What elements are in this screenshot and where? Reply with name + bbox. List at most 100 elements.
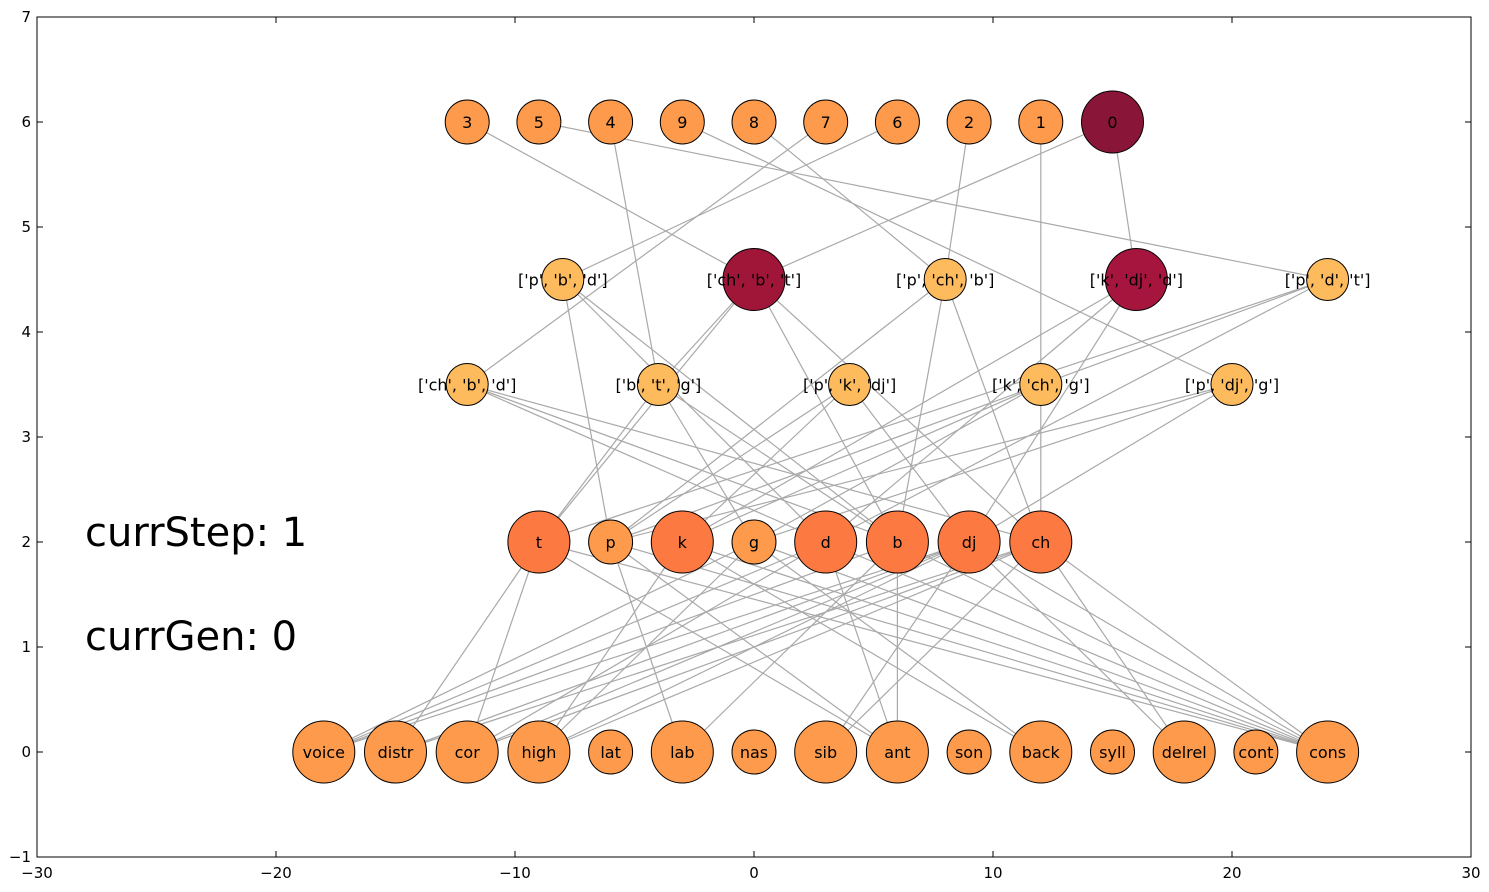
edge-h2d-pk [681, 278, 1137, 543]
node-label-out8: 8 [749, 113, 759, 132]
edge-h2e-pp [610, 278, 1328, 543]
edge-pdj-fdistr [395, 541, 970, 753]
edge-h1b-pg [657, 384, 755, 543]
edge-pd-fant [825, 541, 898, 753]
node-label-out4: 4 [606, 113, 616, 132]
node-h1a [445, 363, 489, 406]
edge-out3-h2b [466, 121, 755, 281]
edge-pg-fvoice [323, 541, 755, 753]
node-label-out7: 7 [821, 113, 831, 132]
node-label-pk: k [678, 533, 688, 552]
y-tick-label: 2 [21, 533, 31, 551]
node-out3 [444, 99, 490, 145]
x-tick-label: −10 [499, 864, 531, 882]
node-fhigh [507, 720, 571, 784]
edge-pch-fdistr [395, 541, 1041, 753]
edge-h2d-pdj [968, 279, 1137, 543]
node-fnas [731, 729, 777, 775]
node-fcont [1233, 729, 1279, 775]
node-h2e [1306, 258, 1350, 301]
edge-out9-h1e [682, 121, 1233, 386]
node-label-fhigh: high [521, 743, 556, 762]
node-pp [588, 519, 634, 565]
edge-h1b-pt [538, 384, 659, 543]
y-tick-label: 5 [21, 218, 31, 236]
node-fson [946, 729, 992, 775]
edge-pch-fsib [825, 541, 1042, 753]
edge-out8-h2c [753, 121, 946, 280]
node-fcor [435, 720, 499, 784]
edge-h1c-pk [681, 384, 851, 543]
edge-h1c-pp [610, 383, 850, 543]
edge-h1d-pk [682, 383, 1042, 543]
node-out2 [946, 99, 992, 145]
edge-h1c-pdj [849, 384, 970, 543]
edge-pdj-fcons [968, 541, 1328, 753]
edge-pch-fdelrel [1040, 541, 1185, 753]
node-out6 [874, 99, 920, 145]
edge-pg-fcons [753, 541, 1328, 753]
node-out5 [516, 99, 562, 145]
node-label-fant: ant [884, 743, 910, 762]
node-label-out2: 2 [964, 113, 974, 132]
edge-h2e-pd [825, 278, 1328, 543]
node-fcons [1296, 720, 1360, 784]
x-tick-label: 0 [749, 864, 759, 882]
node-label-fcont: cont [1238, 743, 1273, 762]
node-label-pp: p [606, 533, 616, 552]
edge-h2b-pt [538, 279, 755, 543]
node-h1d [1019, 363, 1063, 406]
edge-h1e-pp [610, 383, 1233, 543]
node-label-fcons: cons [1309, 743, 1346, 762]
node-label-pd: d [821, 533, 831, 552]
node-label-out9: 9 [677, 113, 687, 132]
node-fdelrel [1152, 720, 1216, 784]
node-h1c [828, 363, 872, 406]
edge-h2c-pb [896, 279, 946, 543]
edges-layer [323, 121, 1328, 753]
y-tick-label: 1 [21, 638, 31, 656]
node-pch [1009, 510, 1073, 574]
node-h2c [923, 258, 967, 301]
edge-out0-h2b [753, 121, 1113, 281]
node-out4 [588, 99, 634, 145]
node-out7 [803, 99, 849, 145]
x-tick-label: −20 [260, 864, 292, 882]
node-out9 [659, 99, 705, 145]
edge-pdj-fvoice [323, 541, 970, 753]
x-tick-label: −30 [21, 864, 53, 882]
edge-h1a-pch [467, 383, 1041, 543]
node-h2a [541, 258, 585, 301]
edge-pd-fvoice [323, 541, 826, 753]
node-label-pdj: dj [962, 533, 977, 552]
node-label-out3: 3 [462, 113, 472, 132]
node-h2b [722, 248, 786, 311]
node-fsyll [1090, 729, 1135, 775]
node-label-pb: b [892, 533, 902, 552]
edge-h1e-pdj [968, 383, 1233, 543]
node-label-h2c: ['p', 'ch', 'b'] [896, 271, 994, 290]
node-label-h1b: ['b', 't', 'g'] [615, 376, 701, 395]
node-label-out6: 6 [892, 113, 902, 132]
edge-out6-h2a [562, 121, 898, 281]
y-tick-label: 6 [21, 113, 31, 131]
node-flat [588, 729, 634, 775]
edge-h2a-pd [562, 279, 827, 543]
edge-h2b-pch [753, 279, 1042, 543]
node-fback [1009, 720, 1073, 784]
node-label-fdistr: distr [378, 743, 414, 762]
y-tick-label: 3 [21, 428, 31, 446]
node-label-fsib: sib [814, 743, 837, 762]
node-h2d [1104, 248, 1168, 311]
nodes-layer: 3 5 4 9 8 7 6 2 1 0 ['p', 'b', 'd'] ['ch', 'b', 't'… [292, 90, 1371, 784]
edge-h2b-pb [753, 279, 898, 543]
y-tick-label: 7 [21, 8, 31, 26]
edge-pk-fcons [682, 541, 1328, 753]
node-label-pch: ch [1031, 533, 1050, 552]
node-label-fnas: nas [740, 743, 768, 762]
edge-h1d-pg [753, 383, 1042, 543]
node-out0 [1081, 90, 1144, 154]
node-out1 [1018, 99, 1064, 145]
node-label-fson: son [955, 743, 983, 762]
